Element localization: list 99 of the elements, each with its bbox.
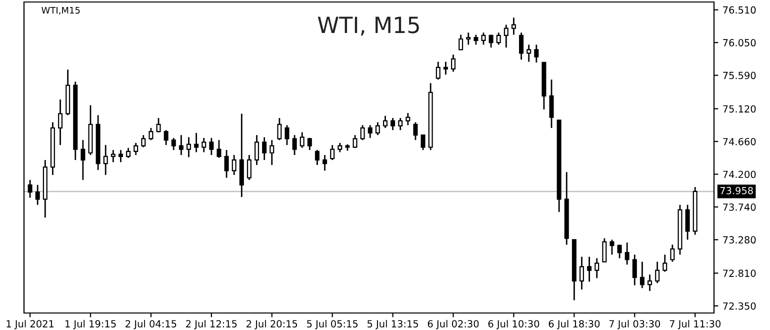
candlestick (246, 154, 252, 181)
candlestick (466, 32, 471, 46)
candlestick (519, 32, 524, 60)
candlestick (610, 239, 614, 256)
y-tick-label: 72.350 (723, 302, 756, 310)
candlestick (360, 124, 365, 141)
candlestick (526, 44, 532, 62)
x-tick-label: 5 Jul 13:15 (368, 320, 418, 330)
x-tick-label: 1 Jul 2021 (6, 320, 54, 330)
x-tick-label: 7 Jul 11:30 (670, 320, 721, 330)
candlestick (35, 184, 40, 206)
candlestick (284, 124, 290, 146)
candlestick (496, 32, 501, 46)
candlestick (156, 117, 161, 133)
candlestick (322, 154, 328, 172)
y-tick-label: 73.280 (723, 236, 756, 244)
candlestick (254, 134, 260, 166)
candlestick (134, 142, 138, 156)
candlestick (670, 244, 675, 262)
ref-line-label: 73.958 (720, 186, 753, 194)
candlestick (171, 137, 176, 151)
candlestick (382, 115, 388, 129)
candlestick (186, 136, 192, 158)
candlestick (504, 24, 508, 48)
x-tick-label: 2 Jul 04:15 (126, 320, 176, 330)
x-tick-label: 7 Jul 03:30 (609, 320, 660, 330)
annotation: WTI,M15 (42, 6, 80, 15)
y-tick-label: 72.810 (723, 270, 756, 277)
candlestick (413, 122, 418, 141)
candlestick (549, 78, 554, 129)
y-tick-label: 76.510 (723, 6, 756, 14)
candlestick (277, 117, 282, 141)
candlestick (617, 244, 622, 259)
candlestick (178, 134, 184, 156)
candlestick (262, 136, 267, 161)
candlestick (398, 117, 403, 131)
candlestick (436, 61, 440, 80)
candlestick (488, 34, 494, 48)
candlestick (28, 179, 32, 198)
candlestick (224, 149, 229, 178)
candlestick (474, 34, 478, 46)
candlestick (232, 154, 236, 176)
candlestick (352, 134, 358, 149)
candlestick (148, 127, 154, 141)
candlestick (338, 142, 342, 153)
candlestick (662, 254, 668, 272)
candlestick (685, 204, 690, 240)
candlestick (511, 16, 516, 36)
candlestick (655, 261, 660, 284)
candlestick (534, 44, 539, 64)
candlestick (640, 261, 644, 289)
candlestick (602, 238, 607, 262)
x-tick-label: 2 Jul 12:15 (186, 320, 237, 330)
x-tick-label: 2 Jul 20:15 (246, 320, 298, 330)
candlestick (330, 144, 335, 161)
x-tick-label: 6 Jul 10:30 (488, 320, 540, 330)
candlestick (406, 112, 410, 126)
candlestick (103, 144, 108, 176)
candlestick (632, 254, 637, 286)
candlestick (579, 256, 584, 290)
candlestick (209, 137, 214, 156)
candlestick (375, 122, 380, 136)
candlestick (216, 139, 222, 159)
y-tick-label: 75.120 (723, 105, 756, 113)
candlestick (481, 32, 486, 46)
candlestick (594, 258, 600, 279)
candlestick (80, 139, 86, 181)
candlestick (202, 137, 206, 153)
candlestick (141, 134, 146, 148)
candlestick (648, 274, 652, 292)
candlestick (587, 256, 592, 282)
candlestick (458, 34, 464, 50)
y-tick-label: 74.200 (723, 170, 756, 178)
x-tick-label: 6 Jul 18:30 (548, 320, 600, 330)
x-tick-label: 1 Jul 19:15 (66, 320, 116, 330)
candlestick (368, 124, 372, 139)
candlestick (118, 149, 123, 163)
candlestick (110, 149, 116, 163)
candlestick (270, 139, 274, 166)
candlestick (314, 149, 320, 166)
candlestick (164, 129, 168, 146)
y-tick-label: 74.660 (723, 138, 756, 146)
candlestick (390, 117, 396, 131)
candlestick (451, 54, 456, 72)
candlestick (443, 61, 448, 76)
x-tick-label: 5 Jul 05:15 (307, 320, 358, 330)
candlestick (126, 147, 131, 159)
y-tick-label: 75.590 (723, 72, 756, 80)
y-tick-label: 73.740 (723, 203, 756, 211)
x-tick-label: 6 Jul 02:30 (428, 320, 479, 330)
candlestick (307, 137, 312, 151)
candlestick (300, 132, 304, 149)
candlestick (292, 134, 297, 156)
candlestick (194, 132, 199, 153)
candlestick (624, 242, 630, 266)
candlestick (58, 98, 63, 146)
text: WTI, M15 (318, 16, 419, 36)
candlestick (420, 134, 426, 151)
y-tick-label: 76.050 (723, 39, 756, 46)
